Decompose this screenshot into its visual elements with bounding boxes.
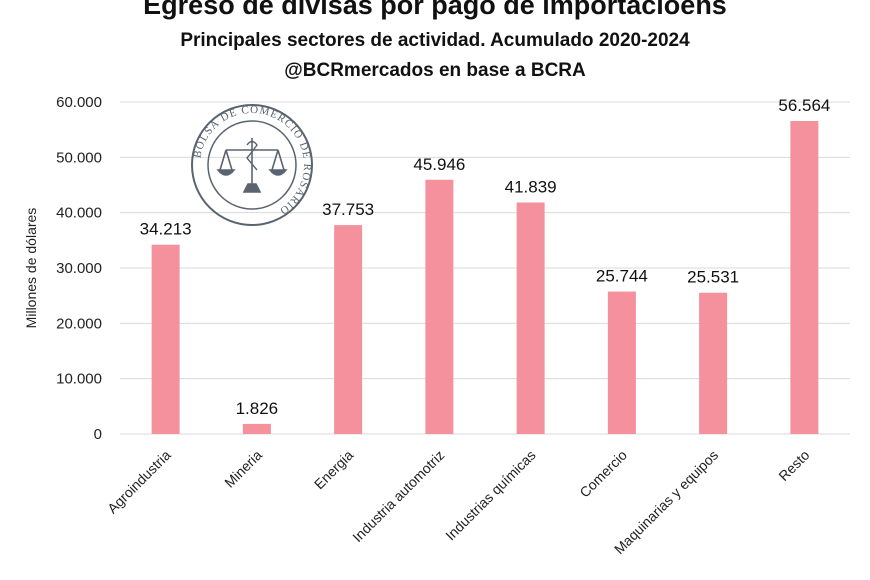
x-tick-label: Mineria (221, 447, 265, 491)
chart-source: @BCRmercados en base a BCRA (284, 60, 586, 81)
x-tick-label: Industrias químicas (442, 447, 539, 544)
bar (607, 291, 636, 434)
bar (516, 202, 545, 434)
bars (151, 121, 819, 434)
bar (790, 121, 819, 434)
y-tick-label: 20.000 (56, 315, 102, 332)
chart-title: Egreso de divisas por pago de importacio… (143, 0, 727, 20)
data-label: 25.531 (687, 268, 739, 287)
data-label: 1.826 (236, 399, 279, 418)
x-tick-label: Maquinarias y equipos (611, 447, 721, 557)
data-label: 34.213 (140, 220, 192, 239)
bcr-seal-watermark: BOLSA DE COMERCIO DE ROSARIO (191, 104, 313, 226)
y-axis: 0 10.000 20.000 30.000 40.000 50.000 60.000 (56, 94, 102, 443)
data-label: 41.839 (505, 177, 557, 196)
x-tick-label: Comercio (576, 447, 630, 501)
y-tick-label: 40.000 (56, 205, 102, 222)
y-tick-label: 10.000 (56, 371, 102, 388)
x-tick-label: Resto (775, 447, 812, 484)
y-tick-label: 30.000 (56, 260, 102, 277)
grid-lines (120, 101, 850, 435)
bar (334, 225, 363, 434)
y-tick-label: 60.000 (56, 94, 102, 111)
y-tick-label: 0 (94, 426, 102, 443)
data-label: 45.946 (413, 155, 465, 174)
data-labels: 34.213 1.826 37.753 45.946 41.839 25.744 25.53… (140, 96, 831, 418)
data-label: 37.753 (322, 200, 374, 219)
bar (242, 423, 271, 434)
x-tick-label: Industria automotriz (349, 447, 447, 545)
bar (425, 179, 454, 434)
y-axis-title: Millones de dólares (23, 208, 39, 329)
bar (151, 244, 180, 434)
scales-icon (216, 138, 288, 193)
x-tick-label: Agroindustria (104, 447, 174, 517)
bar (699, 292, 728, 434)
y-tick-label: 50.000 (56, 149, 102, 166)
seal-outer-ring (191, 104, 313, 226)
seal-inner-ring (207, 120, 297, 210)
data-label: 25.744 (596, 267, 648, 286)
chart-subtitle: Principales sectores de actividad. Acumu… (180, 30, 690, 51)
data-label: 56.564 (778, 96, 830, 115)
x-tick-label: Energia (311, 447, 357, 493)
